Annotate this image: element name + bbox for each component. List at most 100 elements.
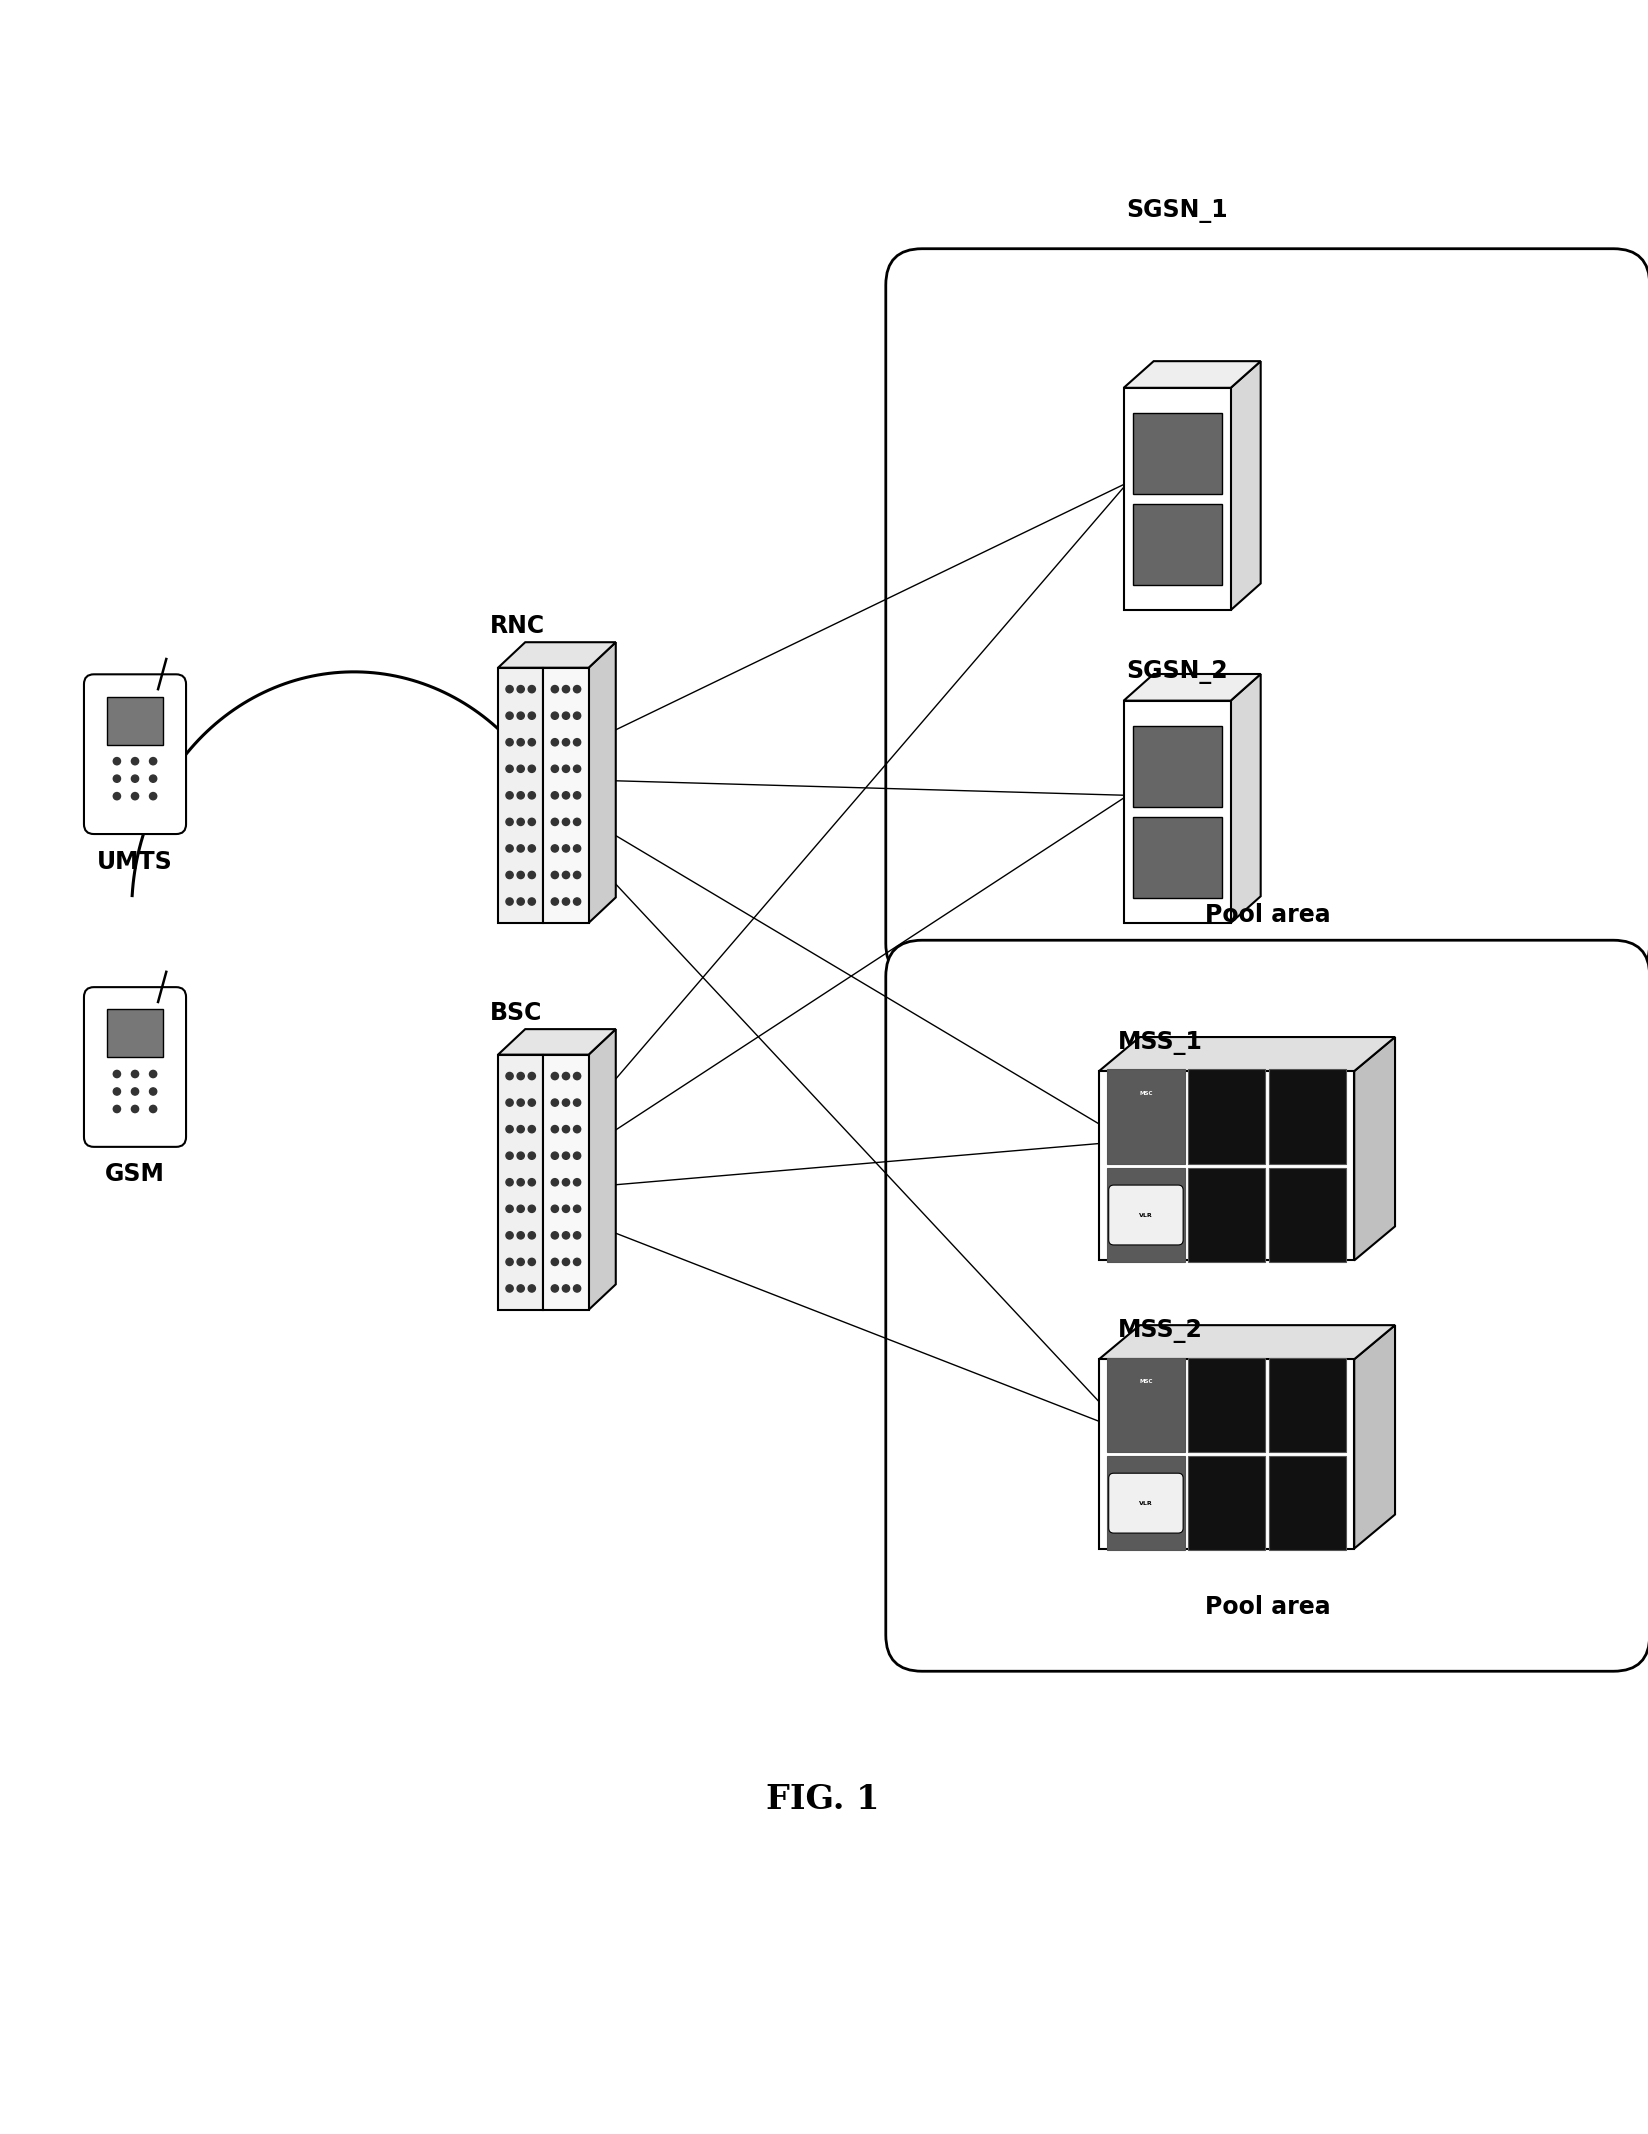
Circle shape	[574, 1178, 580, 1187]
Circle shape	[562, 1152, 569, 1159]
Text: VLR: VLR	[1139, 1212, 1152, 1219]
Circle shape	[562, 1259, 569, 1265]
Circle shape	[550, 713, 559, 719]
Circle shape	[517, 766, 524, 773]
Circle shape	[527, 1285, 536, 1291]
Circle shape	[150, 775, 157, 783]
Polygon shape	[1122, 388, 1229, 610]
Text: FIG. 1: FIG. 1	[766, 1784, 880, 1816]
Circle shape	[527, 685, 536, 694]
Circle shape	[574, 685, 580, 694]
Circle shape	[562, 898, 569, 905]
FancyBboxPatch shape	[1106, 1069, 1183, 1163]
Circle shape	[550, 766, 559, 773]
Circle shape	[150, 1071, 157, 1078]
Circle shape	[132, 775, 138, 783]
Circle shape	[506, 766, 513, 773]
Circle shape	[517, 685, 524, 694]
Circle shape	[550, 898, 559, 905]
Circle shape	[527, 898, 536, 905]
Circle shape	[562, 1285, 569, 1291]
Circle shape	[562, 792, 569, 798]
Polygon shape	[1098, 1325, 1394, 1359]
Circle shape	[527, 1206, 536, 1212]
FancyBboxPatch shape	[1106, 1357, 1183, 1451]
FancyBboxPatch shape	[1187, 1167, 1264, 1261]
Text: UMTS: UMTS	[97, 849, 173, 873]
Circle shape	[132, 1071, 138, 1078]
Circle shape	[527, 845, 536, 851]
Circle shape	[562, 1231, 569, 1240]
Text: SGSN_2: SGSN_2	[1126, 659, 1228, 685]
Polygon shape	[498, 1029, 615, 1054]
Circle shape	[562, 1178, 569, 1187]
Circle shape	[517, 1206, 524, 1212]
Circle shape	[517, 817, 524, 826]
Circle shape	[562, 1099, 569, 1105]
Polygon shape	[542, 1054, 588, 1310]
Circle shape	[517, 738, 524, 747]
Circle shape	[517, 1231, 524, 1240]
Circle shape	[574, 1206, 580, 1212]
Circle shape	[562, 1206, 569, 1212]
FancyBboxPatch shape	[1106, 1455, 1183, 1549]
Circle shape	[132, 1105, 138, 1112]
Circle shape	[517, 1178, 524, 1187]
Circle shape	[506, 1231, 513, 1240]
Circle shape	[132, 758, 138, 764]
Circle shape	[527, 817, 536, 826]
Circle shape	[506, 1206, 513, 1212]
Text: MSS_1: MSS_1	[1117, 1031, 1203, 1054]
Circle shape	[574, 1152, 580, 1159]
Text: BSC: BSC	[489, 1001, 542, 1024]
Circle shape	[574, 792, 580, 798]
Circle shape	[574, 845, 580, 851]
FancyBboxPatch shape	[1107, 1184, 1182, 1244]
Circle shape	[527, 1099, 536, 1105]
FancyBboxPatch shape	[1187, 1455, 1264, 1549]
Circle shape	[506, 792, 513, 798]
FancyBboxPatch shape	[1132, 817, 1221, 898]
Circle shape	[114, 775, 120, 783]
Circle shape	[574, 1231, 580, 1240]
Circle shape	[506, 713, 513, 719]
Circle shape	[527, 871, 536, 879]
Circle shape	[562, 1073, 569, 1080]
FancyBboxPatch shape	[1132, 412, 1221, 493]
Circle shape	[506, 1152, 513, 1159]
Circle shape	[574, 766, 580, 773]
Circle shape	[527, 1178, 536, 1187]
Circle shape	[527, 766, 536, 773]
Circle shape	[550, 871, 559, 879]
Circle shape	[506, 817, 513, 826]
Polygon shape	[542, 668, 588, 922]
Text: VLR: VLR	[1139, 1500, 1152, 1507]
Circle shape	[550, 685, 559, 694]
Circle shape	[114, 1071, 120, 1078]
Circle shape	[506, 1099, 513, 1105]
Polygon shape	[1122, 674, 1261, 700]
Polygon shape	[1229, 361, 1261, 610]
Circle shape	[574, 1125, 580, 1133]
Circle shape	[562, 713, 569, 719]
FancyBboxPatch shape	[84, 674, 186, 834]
Circle shape	[550, 1125, 559, 1133]
Circle shape	[527, 1125, 536, 1133]
Text: MSC: MSC	[1139, 1379, 1152, 1385]
Circle shape	[550, 792, 559, 798]
Circle shape	[506, 685, 513, 694]
Circle shape	[506, 1285, 513, 1291]
Circle shape	[527, 1259, 536, 1265]
Circle shape	[550, 1073, 559, 1080]
FancyBboxPatch shape	[885, 941, 1648, 1671]
Polygon shape	[1098, 1071, 1353, 1261]
FancyBboxPatch shape	[1267, 1455, 1345, 1549]
Polygon shape	[588, 1029, 615, 1310]
Circle shape	[550, 845, 559, 851]
FancyBboxPatch shape	[107, 1009, 163, 1058]
Polygon shape	[1098, 1037, 1394, 1071]
Circle shape	[574, 1285, 580, 1291]
Circle shape	[562, 845, 569, 851]
Circle shape	[527, 713, 536, 719]
Circle shape	[550, 1259, 559, 1265]
